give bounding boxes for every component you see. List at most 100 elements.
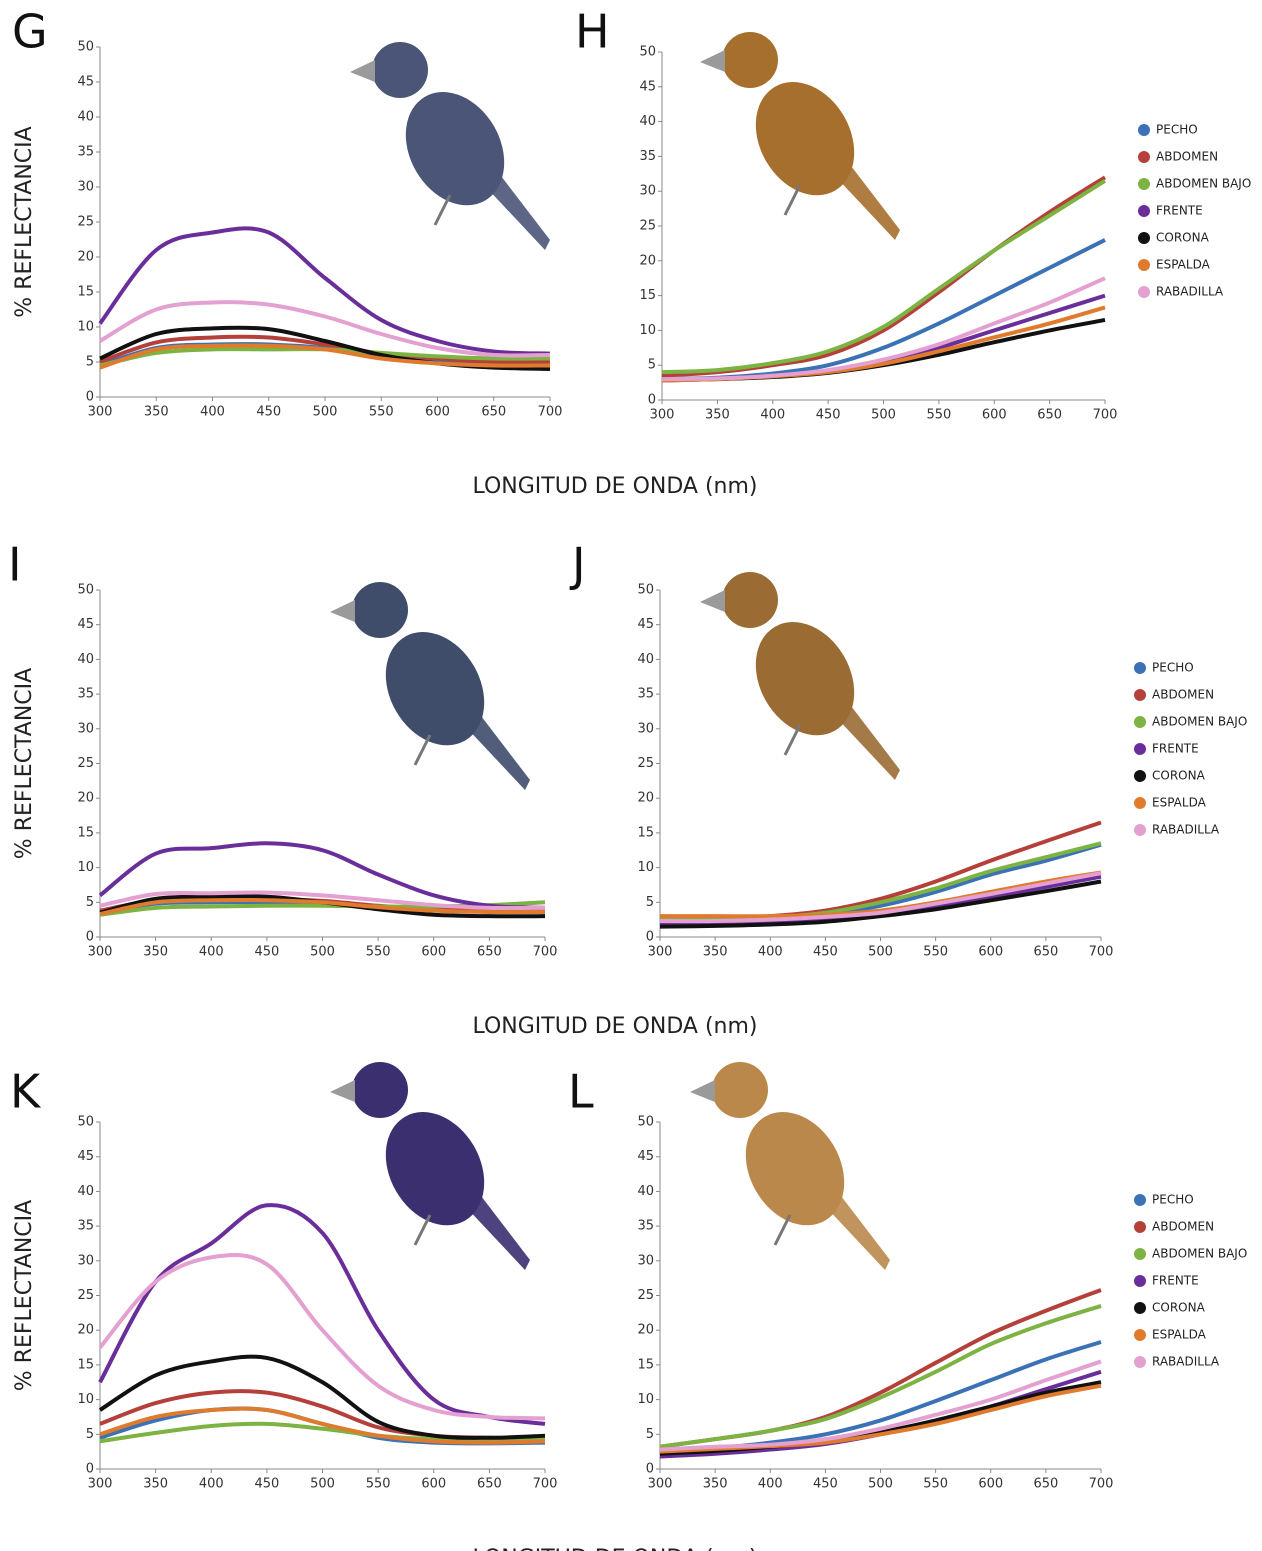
y-axis-label: % REFLECTANCIA — [12, 668, 37, 859]
x-tick-label: 350 — [143, 1477, 168, 1492]
y-tick-label: 20 — [637, 791, 654, 806]
y-tick-label: 15 — [77, 1357, 94, 1372]
x-tick-label: 400 — [758, 1477, 783, 1492]
y-tick-label: 10 — [637, 1392, 654, 1407]
bird-leg — [775, 1215, 790, 1245]
y-tick-label: 5 — [86, 895, 94, 910]
x-tick-label: 350 — [705, 408, 730, 423]
x-tick-label: 600 — [978, 945, 1003, 960]
x-tick-label: 450 — [254, 1477, 279, 1492]
legend-swatch — [1138, 124, 1150, 136]
y-tick-label: 15 — [637, 825, 654, 840]
y-tick-label: 35 — [77, 1219, 94, 1234]
x-axis-label: LONGITUD DE ONDA (nm) — [472, 474, 757, 499]
x-tick-label: 500 — [313, 405, 338, 420]
bird-beak — [700, 590, 725, 612]
x-tick-label: 650 — [477, 945, 502, 960]
x-tick-label: 550 — [366, 1477, 391, 1492]
x-tick-label: 700 — [538, 405, 563, 420]
y-tick-label: 10 — [637, 860, 654, 875]
legend-swatch — [1138, 205, 1150, 217]
legend-swatch — [1134, 797, 1146, 809]
legend-label: FRENTE — [1152, 742, 1199, 756]
y-tick-label: 15 — [639, 288, 656, 303]
series-line — [660, 1290, 1101, 1447]
legend-label: ABDOMEN BAJO — [1152, 715, 1247, 729]
legend-swatch — [1134, 743, 1146, 755]
x-tick-label: 600 — [421, 945, 446, 960]
legend-swatch — [1134, 1356, 1146, 1368]
panel-letter: G — [12, 5, 48, 59]
y-tick-label: 10 — [77, 320, 94, 335]
legend-swatch — [1134, 824, 1146, 836]
y-tick-label: 50 — [639, 45, 656, 60]
y-axis-label: % REFLECTANCIA — [12, 1200, 37, 1391]
legend-swatch — [1134, 716, 1146, 728]
x-tick-label: 300 — [650, 408, 675, 423]
x-tick-label: 700 — [533, 945, 558, 960]
x-tick-label: 350 — [144, 405, 169, 420]
y-tick-label: 25 — [77, 215, 94, 230]
x-tick-label: 700 — [533, 1477, 558, 1492]
bird-beak — [350, 60, 375, 82]
legend-swatch — [1138, 178, 1150, 190]
x-tick-label: 300 — [648, 945, 673, 960]
y-tick-label: 50 — [77, 1115, 94, 1130]
legend-label: RABADILLA — [1152, 823, 1220, 837]
legend-swatch — [1134, 770, 1146, 782]
bird-beak — [700, 50, 725, 72]
y-tick-label: 0 — [646, 930, 654, 945]
x-tick-label: 550 — [926, 408, 951, 423]
bird-beak — [330, 600, 355, 622]
x-tick-label: 700 — [1089, 1477, 1114, 1492]
legend-label: CORONA — [1156, 231, 1210, 245]
x-tick-label: 450 — [816, 408, 841, 423]
x-tick-label: 450 — [256, 405, 281, 420]
legend-label: RABADILLA — [1156, 285, 1224, 299]
x-tick-label: 350 — [703, 945, 728, 960]
series-line — [100, 228, 550, 353]
bird-leg — [415, 1215, 430, 1245]
legend-swatch — [1134, 1221, 1146, 1233]
x-tick-label: 500 — [310, 945, 335, 960]
legend-swatch — [1134, 1194, 1146, 1206]
y-tick-label: 10 — [639, 323, 656, 338]
y-tick-label: 40 — [639, 114, 656, 129]
y-tick-label: 40 — [77, 110, 94, 125]
x-tick-label: 650 — [481, 405, 506, 420]
legend-swatch — [1138, 232, 1150, 244]
bird-illustration — [330, 1062, 530, 1270]
legend-label: RABADILLA — [1152, 1355, 1220, 1369]
y-tick-label: 50 — [77, 40, 94, 55]
y-tick-label: 20 — [77, 250, 94, 265]
bird-head — [722, 32, 778, 88]
panel-letter: J — [569, 538, 586, 592]
legend-label: FRENTE — [1156, 204, 1203, 218]
y-tick-label: 45 — [637, 617, 654, 632]
x-tick-label: 650 — [1033, 1477, 1058, 1492]
legend-label: ABDOMEN BAJO — [1152, 1247, 1247, 1261]
bird-head — [372, 42, 428, 98]
y-tick-label: 45 — [77, 75, 94, 90]
series-line — [100, 1205, 545, 1424]
x-tick-label: 350 — [703, 1477, 728, 1492]
series-line — [100, 1255, 545, 1418]
x-axis-label: LONGITUD DE ONDA (nm) — [472, 1014, 757, 1039]
y-tick-label: 30 — [637, 721, 654, 736]
legend-swatch — [1134, 662, 1146, 674]
x-tick-label: 300 — [648, 1477, 673, 1492]
legend-label: ABDOMEN BAJO — [1156, 177, 1251, 191]
x-tick-label: 500 — [868, 945, 893, 960]
x-tick-label: 450 — [813, 945, 838, 960]
x-tick-label: 500 — [310, 1477, 335, 1492]
y-tick-label: 20 — [639, 253, 656, 268]
bird-illustration — [330, 582, 530, 790]
x-tick-label: 400 — [199, 945, 224, 960]
y-tick-label: 45 — [77, 617, 94, 632]
y-tick-label: 15 — [77, 825, 94, 840]
legend-swatch — [1138, 151, 1150, 163]
y-tick-label: 5 — [646, 1427, 654, 1442]
x-tick-label: 600 — [978, 1477, 1003, 1492]
x-tick-label: 550 — [923, 1477, 948, 1492]
y-tick-label: 40 — [637, 652, 654, 667]
